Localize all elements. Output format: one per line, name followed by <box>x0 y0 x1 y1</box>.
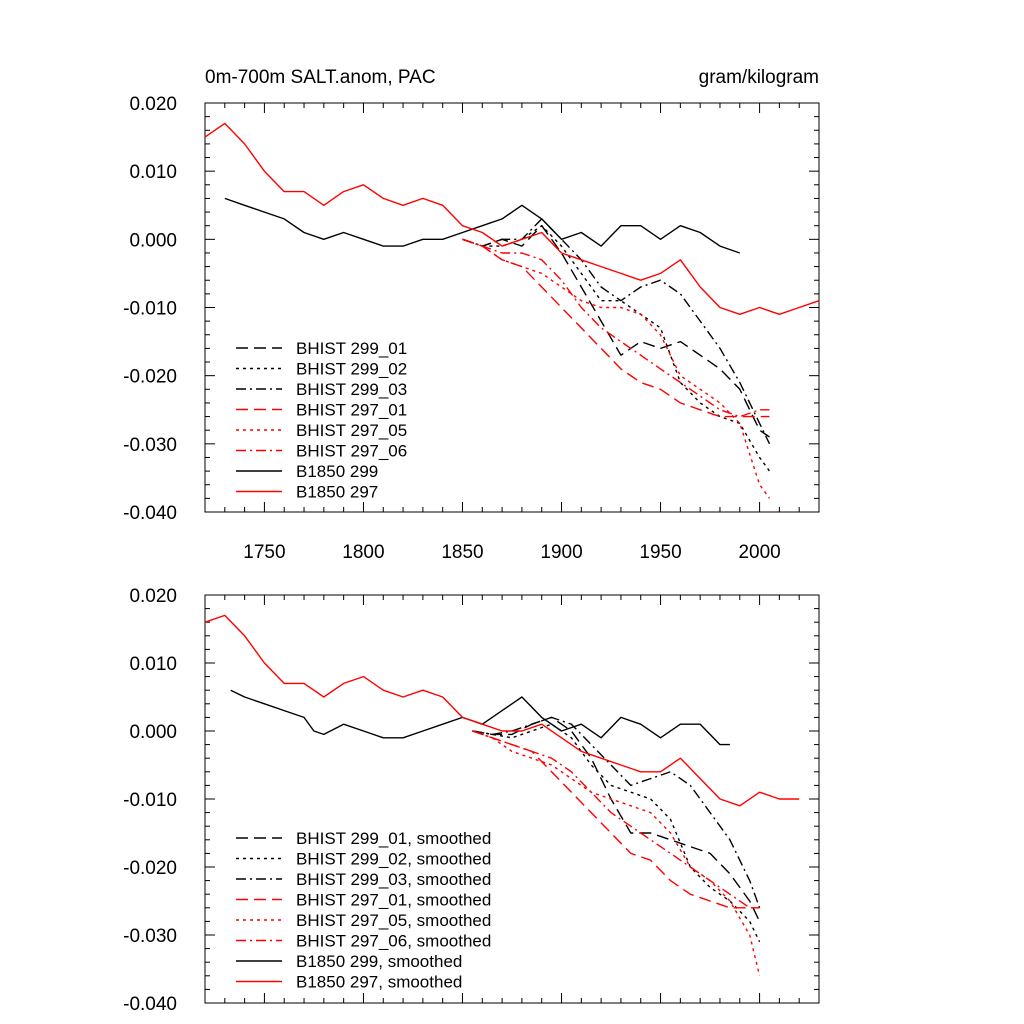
series-line <box>204 614 800 807</box>
legend-label: BHIST 297_05, smoothed <box>296 911 491 930</box>
legend-label: BHIST 299_03, smoothed <box>296 870 491 889</box>
y-tick-label: -0.040 <box>123 994 177 1015</box>
y-tick-label: 0.010 <box>129 162 177 183</box>
x-tick-label: 1750 <box>243 542 285 563</box>
series-line <box>472 723 761 943</box>
x-tick-label: 2000 <box>738 542 780 563</box>
y-tick-label: -0.040 <box>123 503 177 524</box>
y-tick-label: -0.010 <box>123 790 177 811</box>
legend-label: BHIST 299_02 <box>296 360 407 379</box>
legend-label: BHIST 297_01 <box>296 401 407 420</box>
y-tick-label: 0.020 <box>129 94 177 115</box>
legend-label: BHIST 297_01, smoothed <box>296 891 491 910</box>
series-line <box>462 224 770 438</box>
legend-label: BHIST 297_06 <box>296 442 407 461</box>
top-panel-title: 0m-700m SALT.anom, PAC <box>205 67 436 88</box>
series-line <box>462 218 771 445</box>
legend-label: BHIST 299_01, smoothed <box>296 829 491 848</box>
series-line <box>462 238 770 418</box>
bottom-panel: 0.020 0.010 0.000 -0.010 -0.020 -0.030 -0.040 B… <box>123 586 820 1015</box>
y-tick-label: 0.010 <box>129 654 177 675</box>
top-panel-units: gram/kilogram <box>699 67 819 88</box>
series-line <box>462 238 771 499</box>
legend-label: B1850 297, smoothed <box>296 973 462 992</box>
series-line <box>472 730 760 909</box>
series-line <box>472 730 760 909</box>
legend-label: BHIST 299_02, smoothed <box>296 850 491 869</box>
series-line <box>204 122 820 315</box>
y-tick-label: -0.020 <box>123 858 177 879</box>
legend-label: BHIST 299_03 <box>296 380 407 399</box>
series-line <box>230 689 730 746</box>
x-tick-label: 1850 <box>441 542 483 563</box>
series-line <box>224 197 741 254</box>
series-line <box>472 716 761 909</box>
x-tick-label: 1800 <box>342 542 384 563</box>
x-tick-label: 1950 <box>639 542 681 563</box>
top-panel: 0.020 0.010 0.000 -0.010 -0.020 -0.030 -0.040 1… <box>123 94 820 563</box>
y-tick-label: -0.030 <box>123 435 177 456</box>
legend-label: BHIST 297_06, smoothed <box>296 932 491 951</box>
y-tick-label: 0.020 <box>129 586 177 607</box>
y-tick-label: -0.010 <box>123 299 177 320</box>
y-tick-label: -0.030 <box>123 926 177 947</box>
series-line <box>462 238 770 418</box>
series-line <box>472 730 761 976</box>
legend-label: BHIST 297_05 <box>296 421 407 440</box>
legend-label: BHIST 299_01 <box>296 339 407 358</box>
legend-label: B1850 299, smoothed <box>296 952 462 971</box>
y-tick-label: 0.000 <box>129 722 177 743</box>
legend-label: B1850 299 <box>296 462 378 481</box>
x-tick-label: 1900 <box>540 542 582 563</box>
y-tick-label: -0.020 <box>123 367 177 388</box>
series-line <box>472 716 761 922</box>
y-tick-label: 0.000 <box>129 230 177 251</box>
legend-label: B1850 297 <box>296 483 378 502</box>
